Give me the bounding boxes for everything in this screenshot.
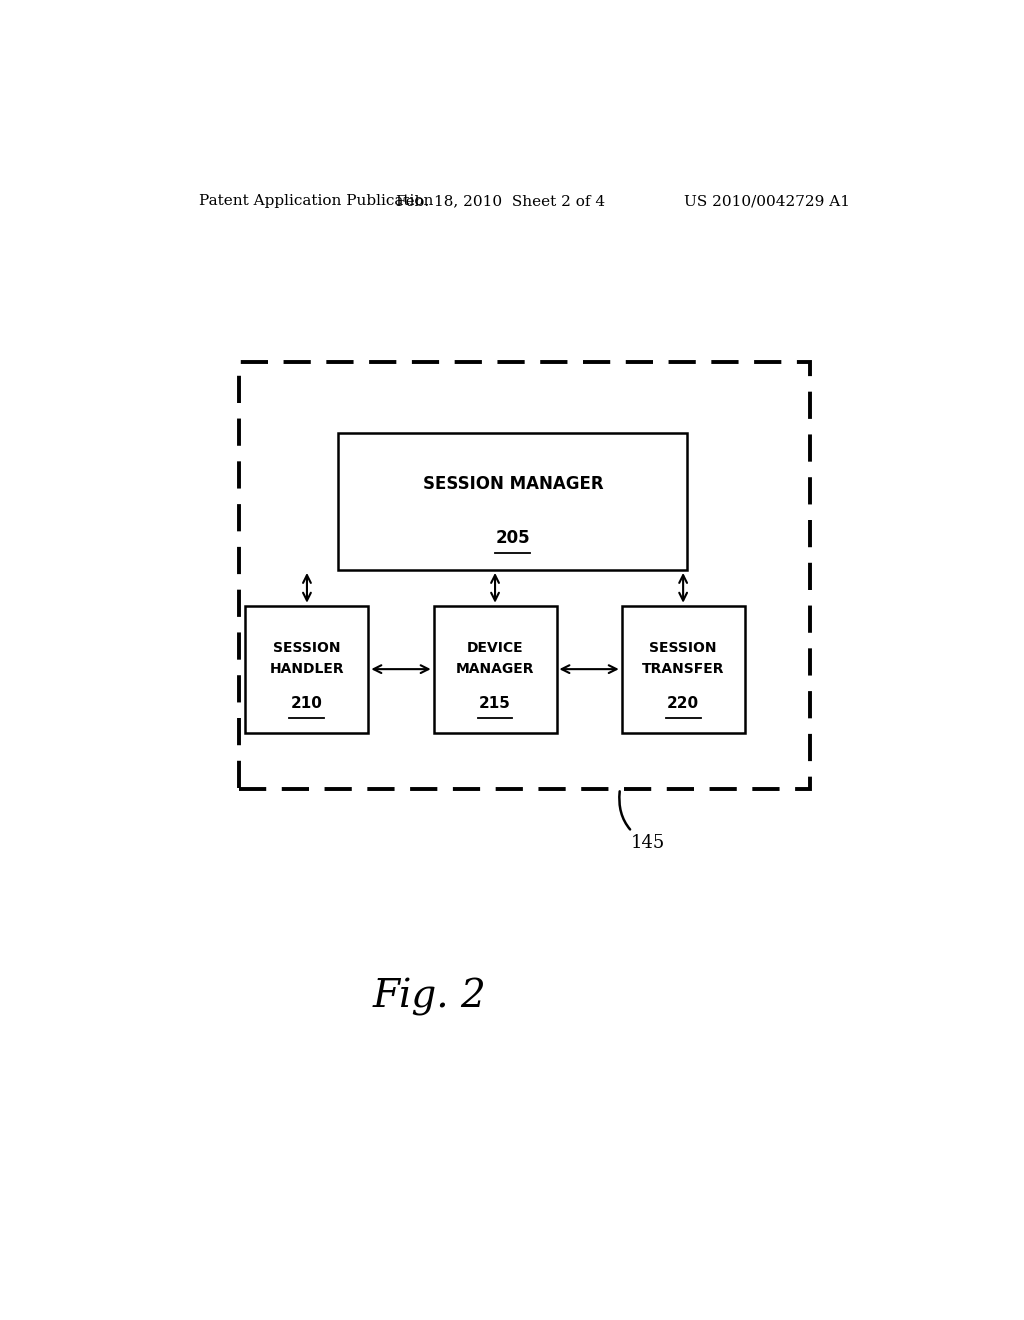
Bar	[240, 362, 811, 788]
Text: SESSION MANAGER: SESSION MANAGER	[423, 475, 603, 492]
Text: 210: 210	[291, 696, 323, 711]
Text: 220: 220	[667, 696, 699, 711]
Text: HANDLER: HANDLER	[269, 663, 344, 676]
Bar	[246, 606, 369, 733]
Text: US 2010/0042729 A1: US 2010/0042729 A1	[684, 194, 850, 209]
Text: DEVICE: DEVICE	[467, 640, 523, 655]
Text: Patent Application Publication: Patent Application Publication	[200, 194, 434, 209]
Bar	[622, 606, 744, 733]
Text: 205: 205	[496, 529, 530, 548]
Bar	[338, 433, 687, 570]
Text: 145: 145	[620, 791, 665, 853]
Text: Fig. 2: Fig. 2	[373, 978, 486, 1016]
Text: SESSION: SESSION	[649, 640, 717, 655]
Text: Feb. 18, 2010  Sheet 2 of 4: Feb. 18, 2010 Sheet 2 of 4	[396, 194, 605, 209]
Text: 215: 215	[479, 696, 511, 711]
Text: TRANSFER: TRANSFER	[642, 663, 724, 676]
Bar	[433, 606, 557, 733]
Text: SESSION: SESSION	[273, 640, 341, 655]
Text: MANAGER: MANAGER	[456, 663, 535, 676]
